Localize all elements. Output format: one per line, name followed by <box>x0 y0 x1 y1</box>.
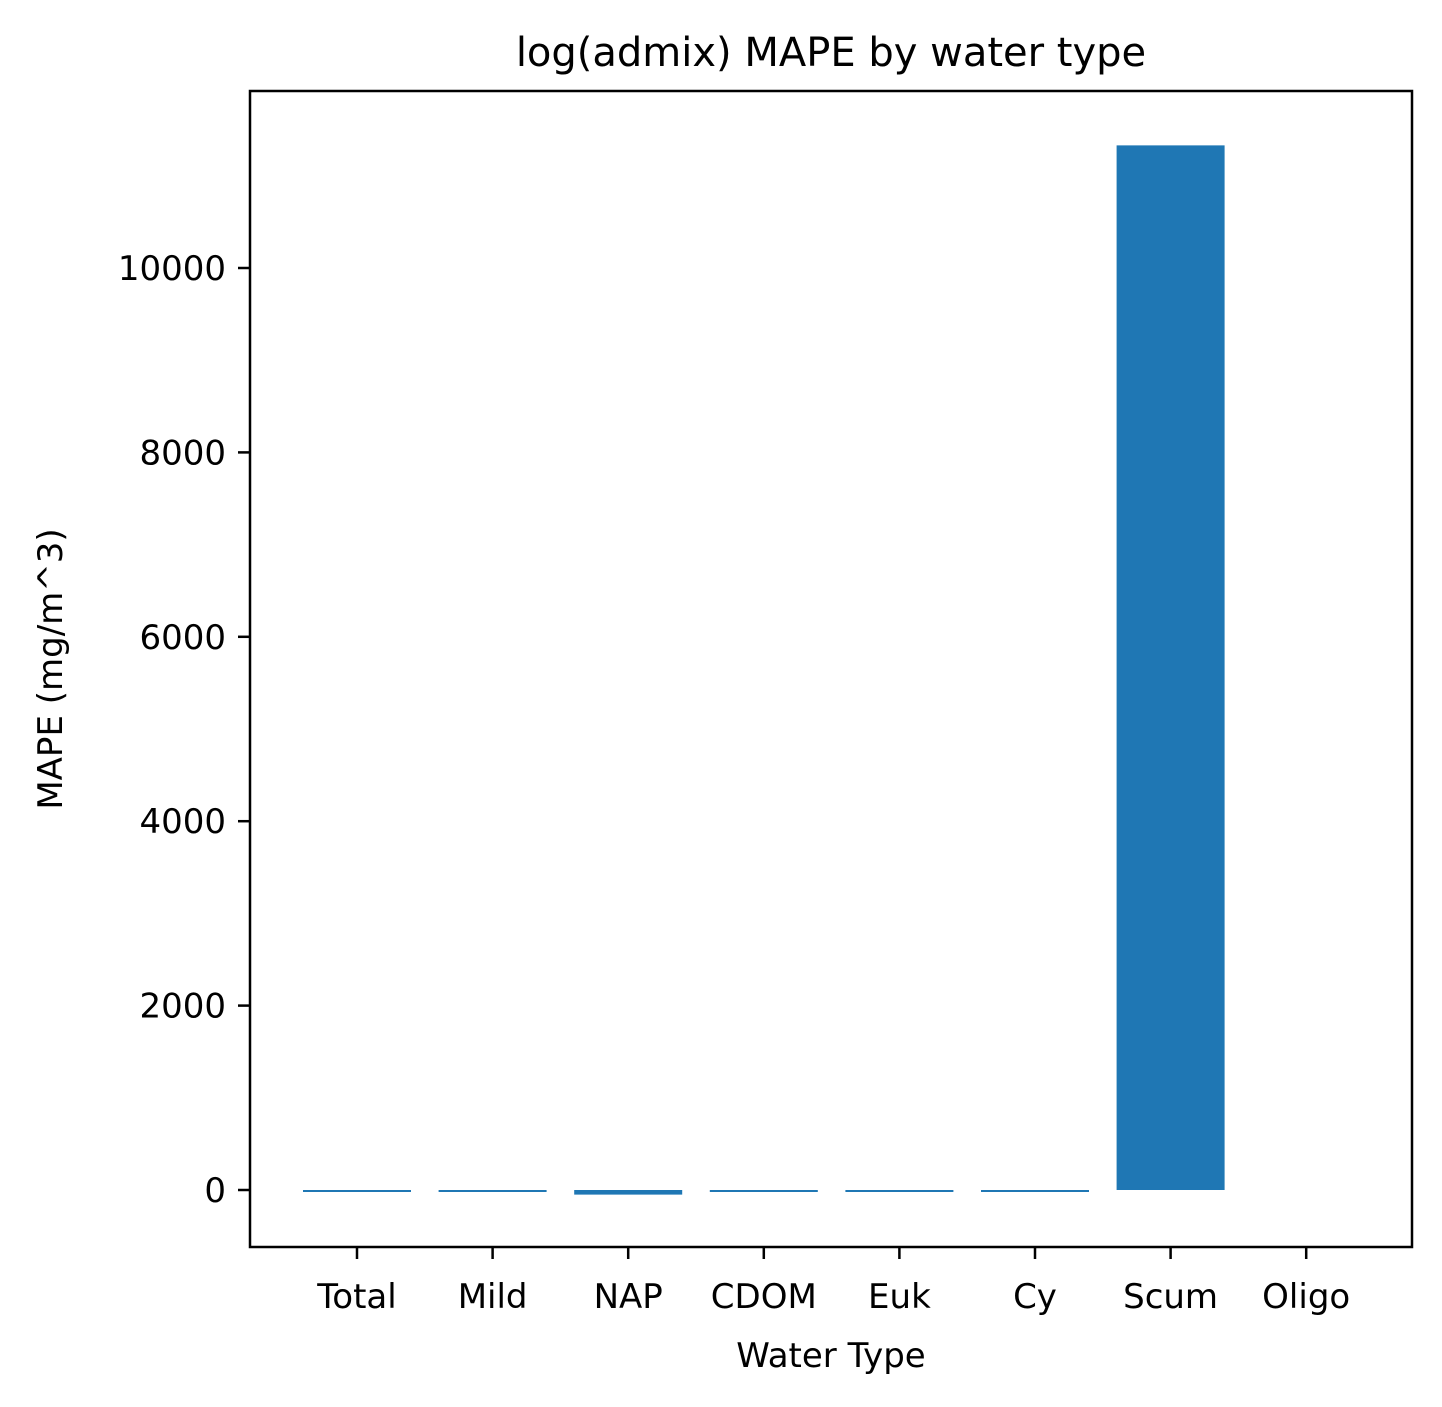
y-tick-label: 8000 <box>139 433 226 473</box>
x-axis: Total Mild NAP CDOM Euk Cy Scum Oligo <box>316 1247 1350 1317</box>
bar-nap <box>574 1190 683 1195</box>
bars-group <box>303 145 1225 1195</box>
y-tick-label: 0 <box>204 1171 226 1211</box>
plot-frame <box>248 89 1414 1249</box>
bar-cdom <box>709 1190 818 1192</box>
x-tick-label-cdom: CDOM <box>711 1277 817 1317</box>
x-tick-label-euk: Euk <box>868 1277 931 1317</box>
y-axis: 0 2000 4000 6000 8000 10000 <box>118 249 250 1211</box>
bar-total <box>303 1190 411 1192</box>
x-tick-label-mild: Mild <box>458 1277 528 1317</box>
x-tick-label-total: Total <box>316 1277 396 1317</box>
y-axis-label: MAPE (mg/m^3) <box>31 528 71 809</box>
x-axis-label: Water Type <box>736 1336 925 1376</box>
bar-mild <box>438 1190 547 1192</box>
y-tick-label: 4000 <box>139 802 226 842</box>
x-tick-label-cy: Cy <box>1013 1277 1057 1317</box>
x-tick-label-nap: NAP <box>594 1277 663 1317</box>
y-tick-label: 6000 <box>139 618 226 658</box>
x-tick-label-oligo: Oligo <box>1262 1277 1350 1317</box>
chart-title: log(admix) MAPE by water type <box>516 30 1146 76</box>
bar-scum <box>1116 145 1225 1190</box>
y-tick-label: 10000 <box>118 249 226 289</box>
x-tick-label-scum: Scum <box>1123 1277 1218 1317</box>
bar-cy <box>981 1190 1089 1192</box>
y-tick-label: 2000 <box>139 987 226 1027</box>
bar-euk <box>845 1190 954 1192</box>
